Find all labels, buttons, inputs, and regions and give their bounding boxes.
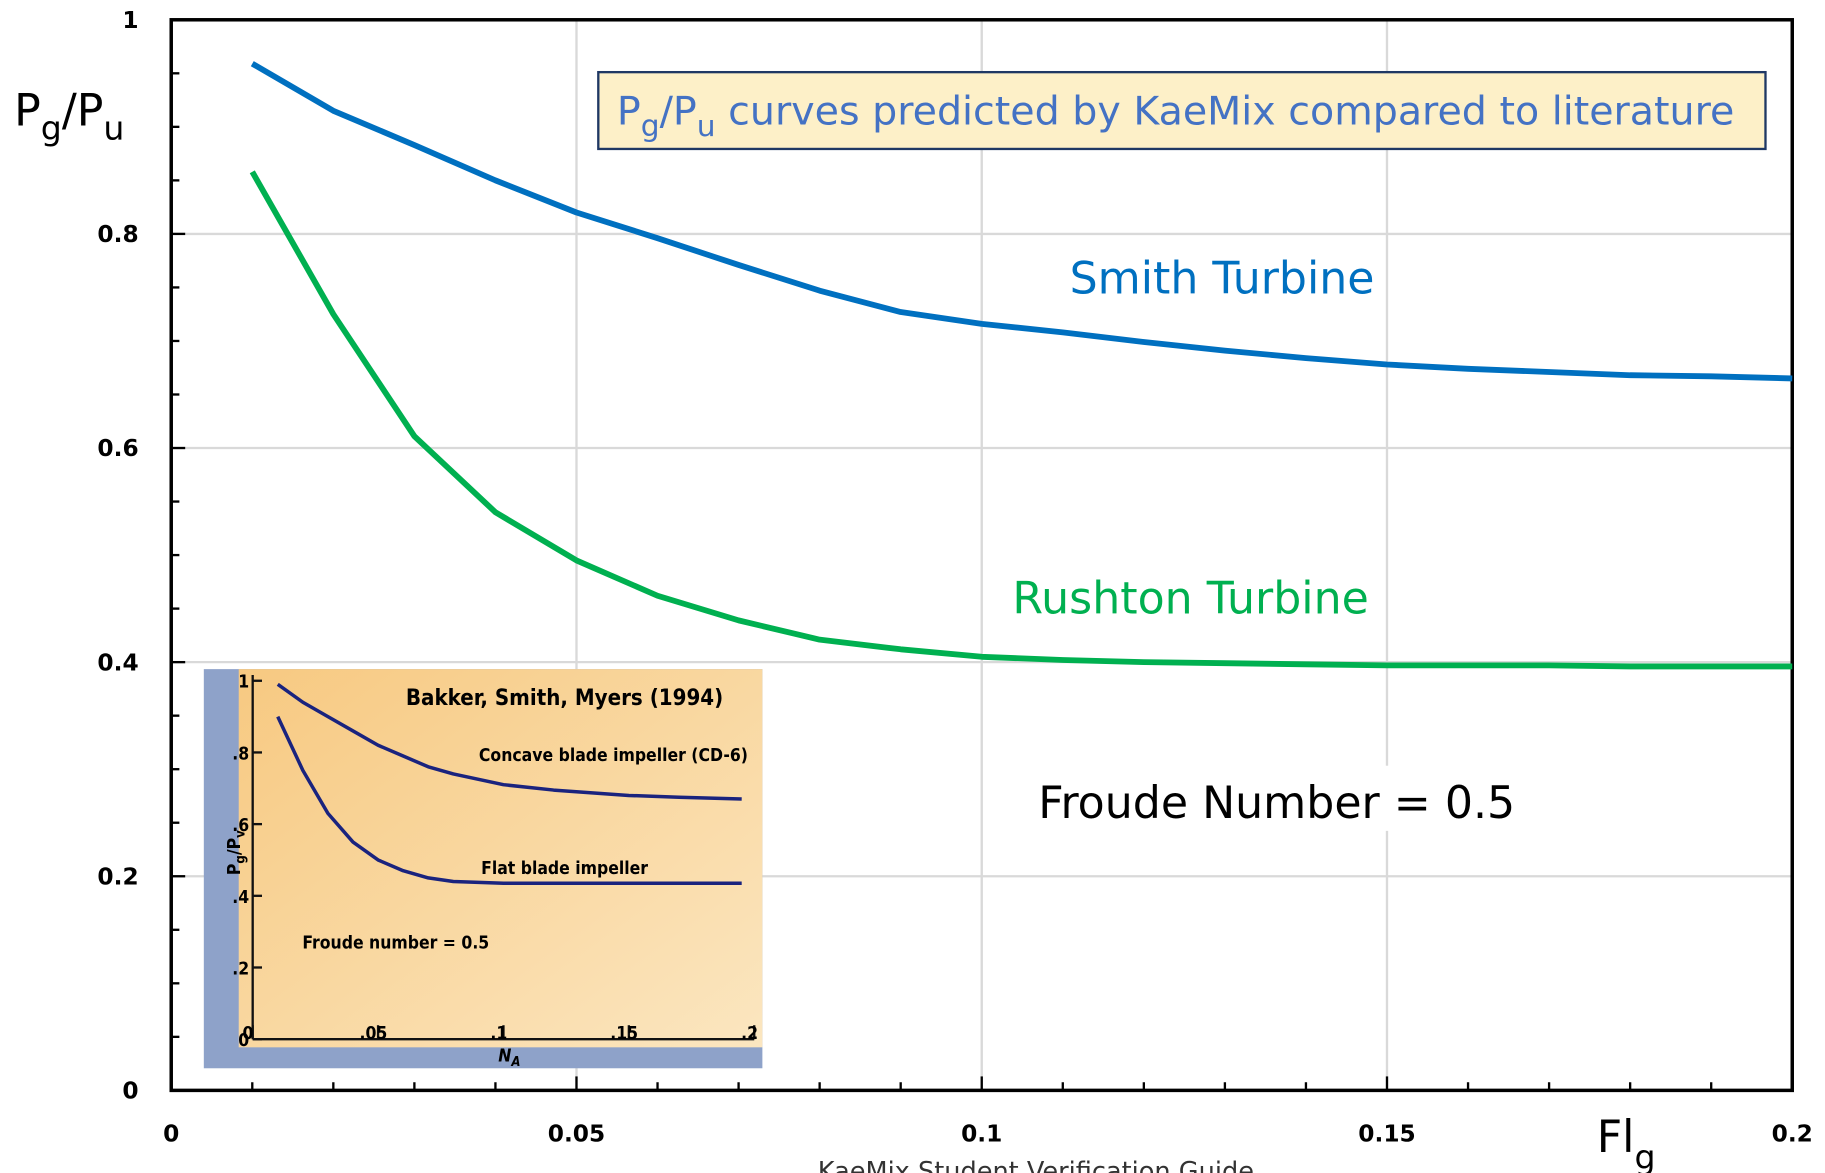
inset-y-tick-label: .6 xyxy=(232,816,249,836)
series-label: Rushton Turbine xyxy=(1012,573,1368,624)
inset-x-axis-label: NA xyxy=(498,1046,520,1070)
subscript: v xyxy=(234,830,249,838)
y-tick-label: 0.6 xyxy=(97,435,138,462)
inset-x-tick-label: .05 xyxy=(360,1024,388,1044)
inset-x-tick-label: .2 xyxy=(741,1024,758,1044)
subscript: g xyxy=(641,108,660,143)
inset-y-tick-label: .4 xyxy=(232,888,249,908)
inset-annotation: Froude number = 0.5 xyxy=(302,933,489,953)
subscript: u xyxy=(697,108,716,143)
text-part: P xyxy=(617,89,641,135)
inset-y-axis-label: Pg/Pv xyxy=(225,830,249,875)
series-label: Smith Turbine xyxy=(1070,253,1375,304)
inset-paper xyxy=(238,669,763,1048)
subscript: A xyxy=(510,1055,520,1070)
y-axis-label: Pg/Pu xyxy=(14,86,124,148)
inset-series-label: Flat blade impeller xyxy=(481,859,648,879)
x-tick-label: 0.1 xyxy=(961,1121,1002,1148)
subscript: u xyxy=(103,109,124,148)
inset-x-tick-label: .15 xyxy=(610,1024,638,1044)
text-part: /P xyxy=(225,838,245,855)
inset-x-tick-label: 0 xyxy=(243,1024,254,1044)
main-plot: 0 0.05 0.1 0.15 0.200.20.40.60.81Pg/PuFlgPg/… xyxy=(14,7,1813,1173)
y-tick-label: 0 xyxy=(122,1078,138,1105)
text-part: curves predicted by KaeMix compared to l… xyxy=(716,89,1735,135)
series-line xyxy=(249,170,1793,670)
series-line xyxy=(250,61,1793,382)
y-tick-label: 1 xyxy=(122,7,138,34)
series-line xyxy=(276,715,742,886)
text-part: P xyxy=(225,864,245,875)
y-tick-label: 0.8 xyxy=(97,221,138,248)
inset-chart: 0 .05 .1 .15 .2 0 .2 .4 .6 .8 1 Pg/Pv NA Bakker, Smit… xyxy=(203,669,763,1070)
series-line xyxy=(276,682,742,801)
text-part: Fl xyxy=(1597,1112,1635,1163)
text-part: P xyxy=(14,86,41,137)
inset-y-tick-label: .2 xyxy=(232,959,249,979)
inset-series-label: Concave blade impeller (CD-6) xyxy=(479,746,748,766)
y-tick-label: 0.2 xyxy=(97,863,138,890)
x-tick-label: 0 xyxy=(163,1121,179,1148)
y-tick-label: 0.4 xyxy=(97,649,138,676)
footer: KaeMix Student Verification Guide xyxy=(818,1157,1254,1173)
subscript: g xyxy=(1634,1137,1655,1173)
subscript: g xyxy=(41,109,62,148)
annotation: Froude Number = 0.5 xyxy=(1038,778,1515,829)
inset-y-tick-label: .8 xyxy=(232,744,249,764)
inset-y-tick-label: 1 xyxy=(238,673,249,693)
x-tick-label: 0.05 xyxy=(548,1121,605,1148)
text-part: /P xyxy=(62,86,104,137)
x-axis-label: Flg xyxy=(1597,1112,1656,1173)
text-part: /P xyxy=(660,89,697,135)
inset-y-tick-label: 0 xyxy=(238,1031,249,1051)
text-part: N xyxy=(498,1046,511,1066)
x-tick-label: 0.15 xyxy=(1358,1121,1415,1148)
x-tick-label: 0.2 xyxy=(1772,1121,1813,1148)
inset-title: Bakker, Smith, Myers (1994) xyxy=(406,685,723,711)
inset-x-tick-label: .1 xyxy=(490,1024,507,1044)
subscript: g xyxy=(234,855,249,863)
chart-title: Pg/Pu curves predicted by KaeMix compare… xyxy=(617,89,1734,144)
title-box xyxy=(597,70,1767,151)
annotation-bg xyxy=(1039,765,1517,831)
